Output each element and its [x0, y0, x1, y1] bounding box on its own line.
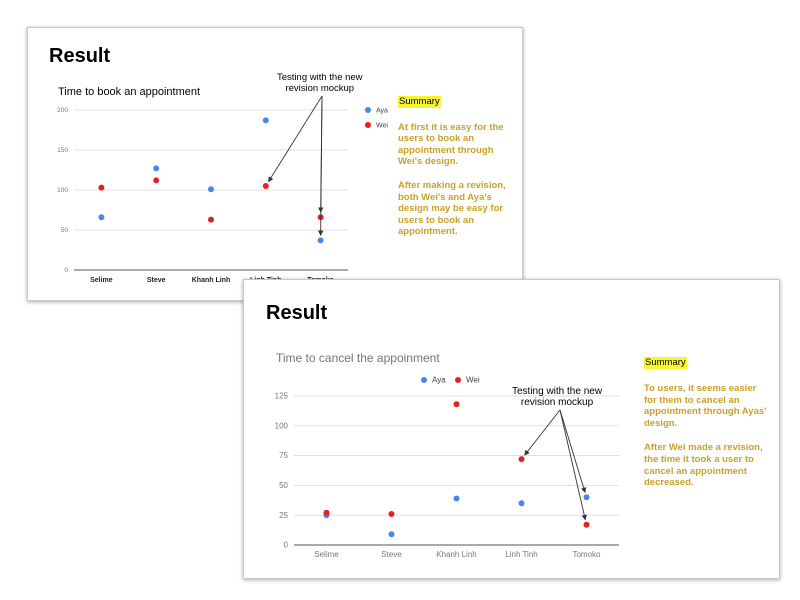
summary-heading: Summary	[398, 96, 441, 108]
annotation-arrow	[559, 409, 587, 521]
data-point-aya	[208, 186, 214, 193]
x-category-label: Selime	[314, 550, 339, 559]
legend-label: Aya	[376, 107, 388, 114]
summary-paragraph-2: After making a revision, both Wei's and …	[398, 179, 506, 238]
x-category-label: Khanh Linh	[192, 277, 231, 284]
x-category-label: Selime	[90, 277, 113, 284]
data-point-aya	[453, 495, 460, 502]
x-category-label: Steve	[147, 277, 166, 284]
y-tick-label: 0	[64, 267, 68, 274]
y-tick-label: 50	[61, 227, 69, 234]
y-tick-label: 50	[279, 481, 288, 490]
annotation-label: Testing with the new revision mockup	[512, 386, 602, 408]
data-point-aya	[262, 117, 269, 124]
y-tick-label: 100	[275, 421, 289, 430]
data-point-aya	[388, 531, 395, 538]
summary-heading: Summary	[644, 357, 687, 369]
chart-title: Time to cancel the appoinment	[276, 351, 440, 365]
annotation-arrow	[524, 409, 561, 456]
annotation-line2: revision mockup	[520, 397, 594, 408]
y-tick-label: 100	[57, 187, 68, 194]
y-tick-label: 125	[275, 392, 289, 401]
data-point-aya	[518, 500, 525, 507]
annotation-line2: revision mockup	[285, 83, 355, 94]
data-point-wei	[518, 456, 525, 463]
data-point-aya	[153, 165, 160, 172]
y-tick-label: 150	[57, 147, 68, 154]
annotation-label: Testing with the new revision mockup	[277, 72, 363, 94]
summary-paragraph-2: After Wei made a revision, the time it t…	[644, 441, 763, 489]
legend-label: Wei	[376, 122, 388, 129]
x-category-label: Khanh Linh	[436, 550, 476, 559]
data-point-wei	[262, 183, 269, 189]
x-category-label: Linh Tinh	[505, 550, 537, 559]
slide-cancel-result: Result Time to cancel the appoinment 0 25…	[243, 279, 780, 579]
data-point-aya	[98, 214, 105, 221]
y-tick-label: 0	[284, 541, 289, 550]
slide-booking-result: Result Time to book an appointment 0 50 10…	[27, 27, 523, 301]
summary-block: Summary At first it is easy for the user…	[398, 96, 516, 238]
annotation-arrow	[317, 95, 324, 236]
data-point-wei	[583, 521, 590, 528]
slide-title: Result	[266, 302, 328, 324]
cancel-time-chart: 0 25 50 75 100 125 Selime Steve Khanh Linh Linh T…	[275, 376, 619, 559]
y-tick-label: 75	[279, 451, 288, 460]
slide-title: Result	[49, 45, 111, 67]
y-tick-label: 25	[279, 511, 288, 520]
data-point-aya	[317, 237, 324, 244]
x-category-label: Steve	[381, 550, 402, 559]
annotation-line1: Testing with the new	[512, 386, 603, 397]
chart-title: Time to book an appointment	[58, 86, 201, 98]
summary-paragraph-1: At first it is easy for the users to boo…	[398, 121, 504, 168]
annotation-arrow	[559, 409, 587, 494]
legend-label: Aya	[432, 376, 446, 385]
legend-marker	[421, 377, 427, 383]
data-point-aya	[583, 494, 590, 501]
data-point-wei	[153, 177, 160, 184]
annotation-arrow	[268, 95, 323, 183]
data-point-wei	[323, 509, 330, 516]
data-point-wei	[388, 511, 395, 517]
data-point-wei	[208, 216, 214, 223]
annotation-line1: Testing with the new	[277, 72, 363, 83]
legend-marker	[455, 377, 461, 383]
legend-marker	[365, 122, 371, 128]
summary-block: Summary To users, it seems easier for th…	[644, 357, 769, 489]
data-point-wei	[98, 184, 105, 191]
summary-paragraph-1: To users, it seems easier for them to ca…	[644, 382, 767, 430]
y-tick-label: 200	[57, 107, 68, 114]
x-category-label: Tomoko	[572, 550, 601, 559]
legend-label: Wei	[466, 376, 480, 385]
data-point-wei	[453, 401, 460, 408]
legend-marker	[365, 107, 371, 113]
